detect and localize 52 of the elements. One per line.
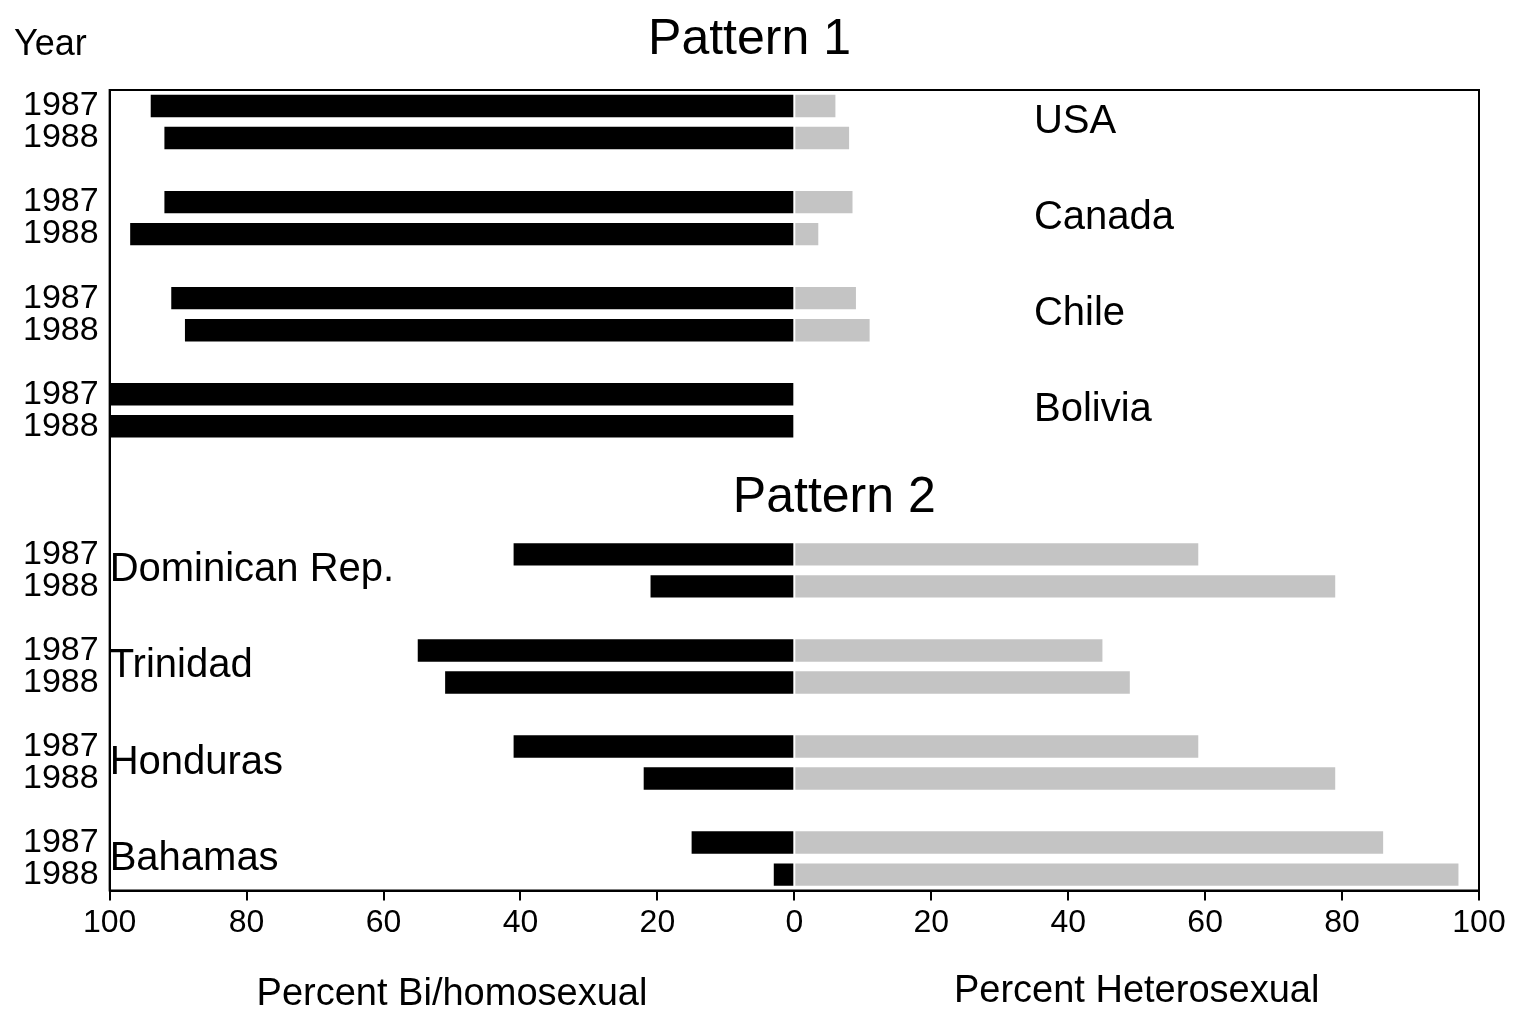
- bar: [171, 286, 794, 310]
- bar: [795, 671, 1130, 694]
- bar: [795, 94, 836, 118]
- bar: [795, 735, 1199, 758]
- x-tick-label: 80: [228, 902, 265, 939]
- bar: [795, 575, 1336, 598]
- bar: [164, 126, 794, 150]
- annotation: Pattern 2: [732, 467, 936, 524]
- bar: [691, 831, 794, 854]
- bar: [417, 639, 794, 662]
- bar: [795, 543, 1199, 566]
- y-axis-title: Year: [14, 21, 87, 63]
- x-tick-label: 20: [913, 902, 950, 939]
- x-tick-label: 0: [785, 902, 804, 939]
- bar: [150, 94, 794, 118]
- bar: [795, 286, 856, 310]
- x-axis-title: Percent Bi/homosexual: [256, 971, 648, 1014]
- bar: [773, 863, 794, 886]
- annotation: Dominican Rep.: [109, 545, 395, 590]
- bar: [795, 863, 1459, 886]
- bar: [184, 318, 794, 342]
- annotation: Chile: [1033, 289, 1126, 334]
- annotation: Bolivia: [1033, 385, 1153, 430]
- x-tick-label: 60: [365, 902, 402, 939]
- bar: [513, 543, 794, 566]
- x-tick-label: 40: [1050, 902, 1086, 939]
- text: Percent Heterosexual: [953, 968, 1320, 1011]
- bar: [650, 575, 794, 598]
- x-tick-label: 100: [1452, 902, 1506, 939]
- x-tick-label: 20: [639, 902, 676, 939]
- bar: [795, 639, 1103, 662]
- bar: [795, 222, 819, 246]
- bar: [795, 831, 1384, 854]
- annotation: Bahamas: [109, 833, 279, 878]
- annotation: Honduras: [109, 737, 284, 782]
- x-tick-label: 80: [1324, 902, 1360, 939]
- bar: [513, 735, 794, 758]
- bar: [795, 767, 1336, 790]
- chart-title: Pattern 1: [648, 8, 851, 65]
- annotation: Trinidad: [109, 641, 253, 686]
- bar: [164, 190, 794, 214]
- bar: [795, 126, 850, 150]
- annotation: USA: [1033, 97, 1117, 142]
- bar: [445, 671, 794, 694]
- x-tick-label: 40: [502, 902, 539, 939]
- bar: [795, 190, 853, 214]
- bar: [130, 222, 794, 246]
- x-tick-label: 100: [82, 902, 137, 939]
- annotation: Canada: [1033, 193, 1175, 238]
- x-tick-label: 60: [1187, 902, 1223, 939]
- bar: [795, 318, 870, 342]
- bar: [643, 767, 794, 790]
